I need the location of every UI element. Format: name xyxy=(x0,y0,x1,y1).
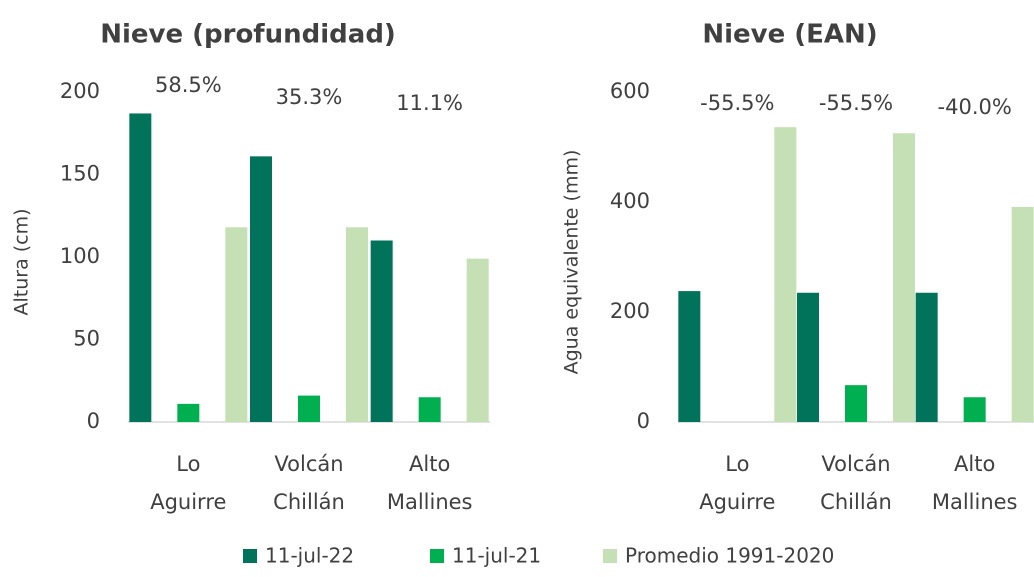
x-tick-label: Lo xyxy=(176,452,200,476)
bar xyxy=(418,397,441,422)
legend-swatch xyxy=(603,549,617,563)
y-tick-label: 200 xyxy=(60,79,100,103)
y-tick-label: 0 xyxy=(637,409,650,433)
x-tick-label: Alto xyxy=(954,452,995,476)
bar xyxy=(893,133,915,422)
x-tick-label: Chillán xyxy=(820,490,892,514)
annotation: 35.3% xyxy=(276,85,343,109)
y-tick-label: 100 xyxy=(60,244,100,268)
y-axis-label: Agua equivalente (mm) xyxy=(561,150,583,375)
bar xyxy=(177,403,200,422)
chart-title: Nieve (EAN) xyxy=(702,20,877,50)
bar xyxy=(370,240,393,422)
x-tick-label: Mallines xyxy=(387,490,473,514)
y-tick-label: 50 xyxy=(73,327,100,351)
annotation: 58.5% xyxy=(155,73,222,97)
x-tick-label: Lo xyxy=(725,452,749,476)
bar xyxy=(129,113,152,422)
x-tick-label: Volcán xyxy=(274,452,343,476)
y-axis-label: Altura (cm) xyxy=(11,208,33,315)
x-tick-label: Aguirre xyxy=(150,490,226,514)
x-tick-label: Alto xyxy=(409,452,450,476)
annotation: -55.5% xyxy=(819,91,893,115)
bar xyxy=(298,395,320,422)
y-tick-label: 200 xyxy=(610,299,650,323)
y-tick-label: 0 xyxy=(87,409,100,433)
bar xyxy=(915,292,938,422)
chart-title: Nieve (profundidad) xyxy=(100,20,396,50)
legend-label: 11-jul-22 xyxy=(265,544,354,568)
legend-label: Promedio 1991-2020 xyxy=(625,544,834,568)
bar xyxy=(678,291,701,422)
x-tick-label: Aguirre xyxy=(699,490,775,514)
bar xyxy=(1011,206,1034,422)
annotation: 11.1% xyxy=(396,91,463,115)
bar xyxy=(225,227,248,422)
x-tick-label: Chillán xyxy=(273,490,345,514)
bar xyxy=(346,227,368,422)
annotation: -40.0% xyxy=(938,95,1012,119)
bar xyxy=(797,292,819,422)
bar xyxy=(466,258,489,422)
bar xyxy=(963,397,986,422)
legend-swatch xyxy=(430,549,444,563)
bar xyxy=(250,156,272,422)
legend-label: 11-jul-21 xyxy=(452,544,541,568)
annotation: -55.5% xyxy=(700,91,774,115)
x-tick-label: Volcán xyxy=(821,452,890,476)
y-tick-label: 150 xyxy=(60,162,100,186)
y-tick-label: 600 xyxy=(610,79,650,103)
bar xyxy=(774,127,797,422)
x-tick-label: Mallines xyxy=(932,490,1018,514)
legend-swatch xyxy=(243,549,257,563)
y-tick-label: 400 xyxy=(610,189,650,213)
bar xyxy=(845,385,867,422)
